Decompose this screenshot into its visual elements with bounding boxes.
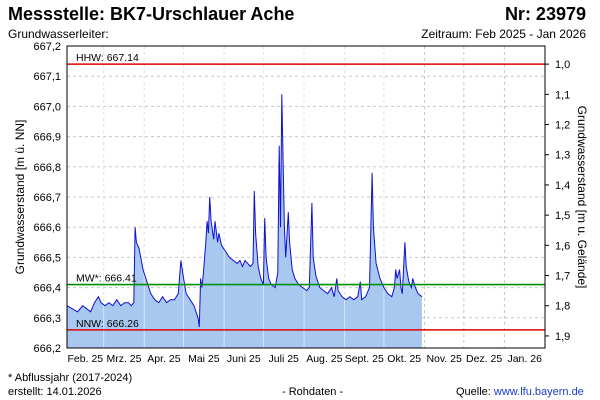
period-label: Zeitraum: Feb 2025 - Jan 2026 [421, 27, 586, 41]
source-label: Quelle: [456, 386, 494, 398]
y-axis-title: Grundwasserstand [m ü. NN] [13, 120, 27, 275]
y2-tick-label: 1,4 [555, 180, 570, 192]
source-link[interactable]: www.lfu.bayern.de [493, 386, 584, 398]
series-area [67, 94, 422, 348]
y2-tick-label: 1,5 [555, 210, 570, 222]
x-tick-label: Mrz. 25 [106, 353, 141, 365]
y-tick-label: 666,7 [33, 192, 61, 204]
y-tick-label: 666,6 [33, 222, 61, 234]
plot-frame [66, 45, 546, 349]
y-tick-label: 666,4 [33, 283, 61, 295]
x-tick-label: Juli 25 [269, 353, 300, 365]
x-tick-label: Okt. 25 [387, 353, 421, 365]
reference-label: HHW: 667.14 [76, 52, 139, 64]
x-tick-label: Feb. 25 [68, 353, 104, 365]
y2-tick-label: 1,7 [555, 271, 570, 283]
x-tick-label: Sept. 25 [345, 353, 384, 365]
y2-tick-label: 1,3 [555, 150, 570, 162]
y-tick-label: 666,5 [33, 252, 61, 264]
x-tick-label: Juni 25 [227, 353, 261, 365]
reference-label: NNW: 666.26 [76, 318, 139, 330]
aquifer-label: Grundwasserleiter: [8, 27, 109, 41]
x-tick-label: Apr. 25 [147, 353, 180, 365]
x-tick-label: Nov. 25 [426, 353, 462, 365]
created-date: erstellt: 14.01.2026 [8, 386, 102, 398]
y-tick-label: 667,0 [33, 101, 61, 113]
x-tick-label: Mai 25 [188, 353, 220, 365]
y-tick-label: 667,2 [33, 41, 61, 53]
y2-tick-label: 1,2 [555, 120, 570, 132]
y-tick-label: 666,8 [33, 162, 61, 174]
station-title: Messstelle: BK7-Urschlauer Ache [8, 4, 295, 24]
x-tick-label: Aug. 25 [306, 353, 342, 365]
y2-tick-label: 1,9 [555, 331, 570, 343]
x-tick-label: Jan. 26 [507, 353, 542, 365]
station-number: Nr: 23979 [504, 4, 586, 24]
footnote: * Abflussjahr (2017-2024) [8, 372, 133, 384]
y-tick-label: 666,2 [33, 343, 61, 355]
y-tick-label: 666,9 [33, 132, 61, 144]
source-credit: Quelle: www.lfu.bayern.de [456, 386, 584, 398]
raw-data-label: - Rohdaten - [282, 386, 344, 398]
series-line [66, 94, 423, 327]
y2-axis-title: Grundwasserstand [m u. Gelände] [575, 106, 589, 289]
x-tick-label: Dez. 25 [466, 353, 502, 365]
y2-tick-label: 1,6 [555, 240, 570, 252]
y2-tick-label: 1,8 [555, 301, 570, 313]
y2-tick-label: 1,0 [555, 59, 570, 71]
y-tick-label: 666,3 [33, 313, 61, 325]
y2-tick-label: 1,1 [555, 89, 570, 101]
reference-label: MW*: 666.41 [76, 273, 137, 285]
y-tick-label: 667,1 [33, 71, 61, 83]
